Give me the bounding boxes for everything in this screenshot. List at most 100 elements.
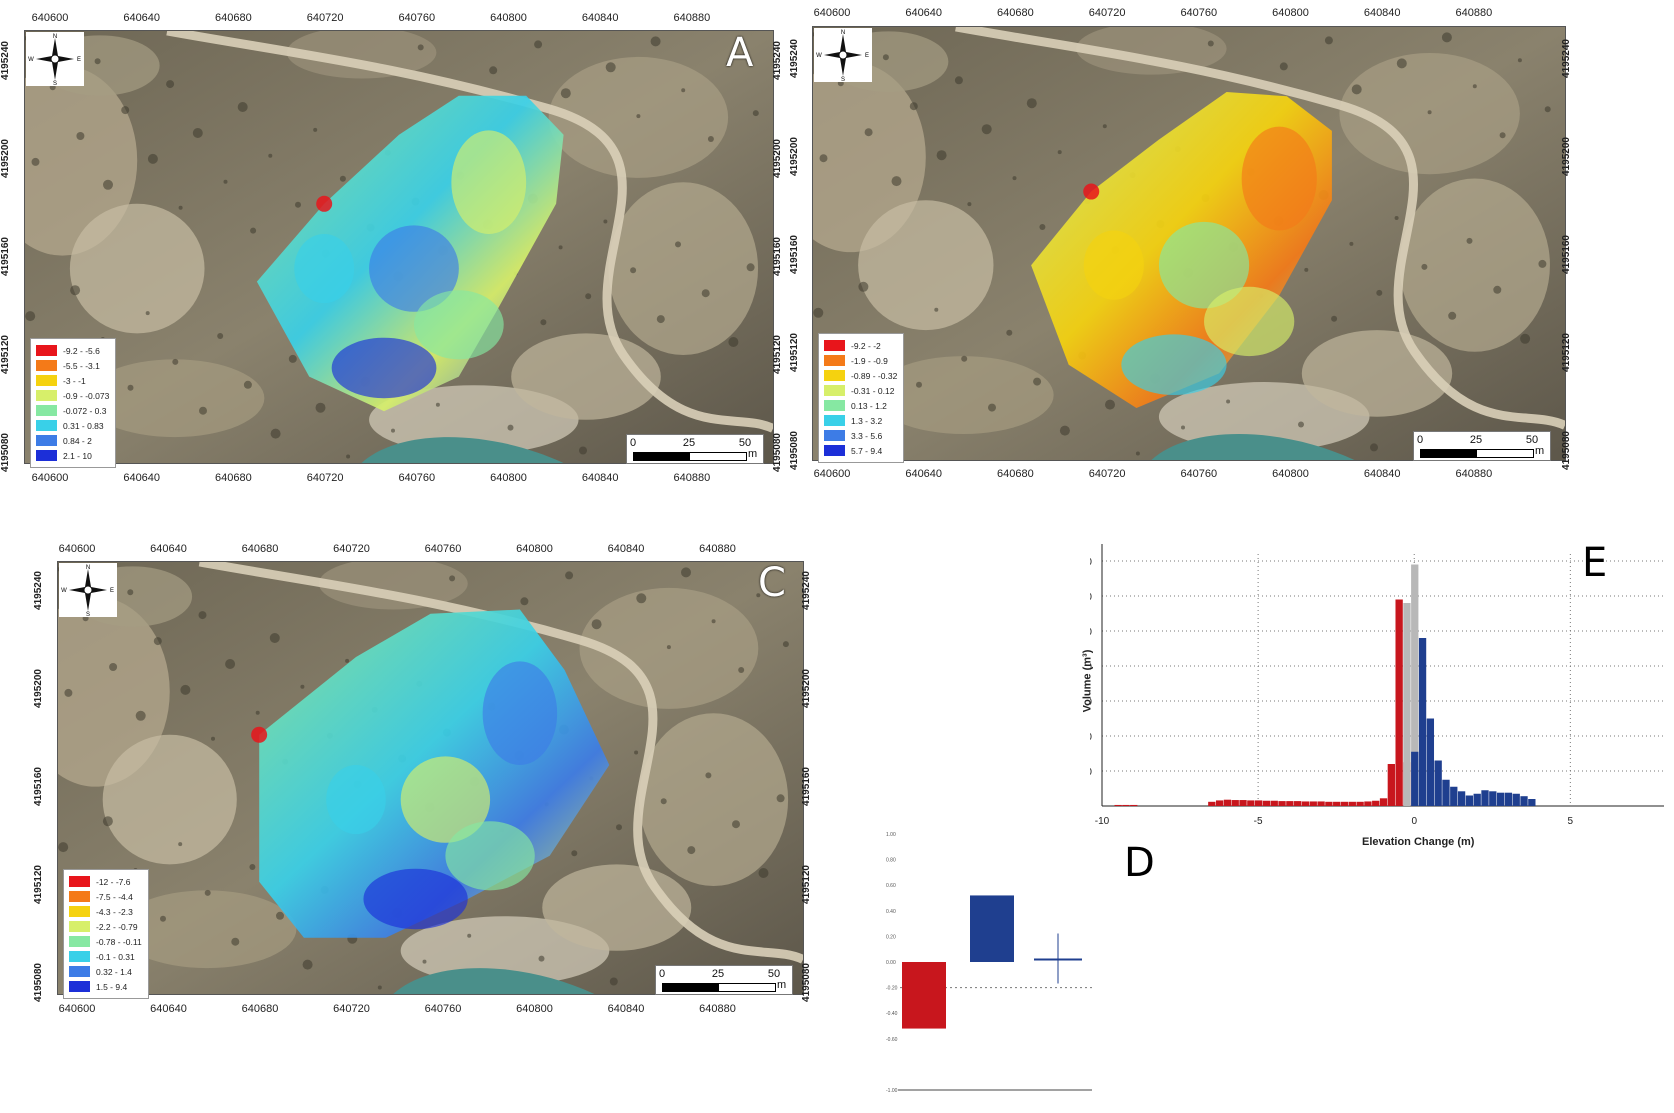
top-easting-tick: 640640 <box>150 543 187 555</box>
right-northing-tick: 4195080 <box>771 433 783 472</box>
vegetation-speck <box>243 380 252 389</box>
scale-bar: 0 25 50 m <box>1413 431 1551 461</box>
left-northing-tick: 4195080 <box>32 963 44 1002</box>
legend-swatch <box>36 405 57 416</box>
histogram-bar <box>1372 800 1380 806</box>
vegetation-speck <box>76 132 85 140</box>
scale-bar-black <box>1420 449 1478 458</box>
vegetation-speck <box>1006 329 1013 336</box>
legend-item: 0.32 - 1.4 <box>69 964 142 979</box>
vegetation-speck <box>211 736 215 741</box>
histogram-bar <box>1442 779 1450 806</box>
scale-number: 25 <box>682 437 696 449</box>
vegetation-speck <box>345 658 350 663</box>
dirt-road <box>198 562 803 964</box>
histogram-bar <box>1465 795 1474 806</box>
scale-unit: m <box>777 979 787 991</box>
top-easting-tick: 640760 <box>424 543 462 555</box>
legend-item: -9.2 - -5.6 <box>36 343 109 358</box>
vegetation-speck <box>538 955 545 962</box>
histogram-bar <box>1208 801 1216 806</box>
vegetation-speck <box>178 842 183 847</box>
vegetation-speck <box>127 589 134 596</box>
elevation-change-legend: -9.2 - -2 -1.9 - -0.9 -0.89 - -0.32 -0.31 -… <box>818 333 905 463</box>
terrain-patch <box>286 31 437 79</box>
svg-text:E: E <box>77 57 81 63</box>
vegetation-speck <box>585 293 592 300</box>
top-easting-tick: 640640 <box>123 12 161 24</box>
elevation-patch <box>451 130 527 235</box>
legend-label: 5.7 - 9.4 <box>851 445 883 456</box>
vegetation-speck <box>1105 399 1115 410</box>
vegetation-speck <box>313 127 318 132</box>
vegetation-speck <box>1181 425 1185 430</box>
left-northing-tick: 4195120 <box>788 333 800 372</box>
bottom-easting-tick: 640880 <box>699 1003 736 1015</box>
svg-text:E: E <box>865 53 869 59</box>
vegetation-speck <box>1012 176 1017 181</box>
top-easting-tick: 640760 <box>398 12 436 24</box>
y-tick-label: 600 <box>1090 592 1092 603</box>
top-easting-tick: 640720 <box>306 12 344 24</box>
terrain-patch <box>639 713 789 886</box>
vegetation-speck <box>954 76 963 85</box>
histogram-bar <box>1457 791 1466 806</box>
y-tick-label: 700 <box>1090 557 1092 568</box>
bottom-easting-tick: 640680 <box>215 472 252 484</box>
top-easting-tick: 640720 <box>333 543 370 555</box>
vegetation-speck <box>756 593 761 598</box>
vegetation-speck <box>94 58 101 65</box>
top-easting-tick: 640880 <box>1455 7 1493 19</box>
vegetation-speck <box>681 88 686 93</box>
left-northing-tick: 4195160 <box>788 235 800 274</box>
legend-swatch <box>69 891 90 902</box>
vegetation-speck <box>1057 150 1062 155</box>
histogram-bar <box>1411 751 1419 806</box>
compass-rose-icon: N S E W <box>816 30 869 83</box>
vegetation-speck <box>507 424 514 431</box>
legend-item: -9.2 - -2 <box>824 338 897 353</box>
legend-swatch <box>69 921 90 932</box>
legend-label: 0.13 - 1.2 <box>851 400 887 411</box>
right-northing-tick: 4195240 <box>771 41 783 80</box>
elevation-patch <box>1158 221 1250 309</box>
y-tick-label: 1.00 <box>886 832 896 838</box>
elevation-patch <box>326 765 386 835</box>
legend-swatch <box>36 450 57 461</box>
vegetation-speck <box>650 36 661 47</box>
elevation-patch <box>369 225 459 312</box>
vegetation-speck <box>711 619 716 624</box>
left-northing-tick: 4195080 <box>0 433 11 472</box>
vegetation-speck <box>558 245 563 250</box>
vegetation-speck <box>250 227 257 234</box>
vegetation-speck <box>166 80 175 89</box>
vegetation-speck <box>147 153 158 164</box>
histogram-bar <box>1223 799 1232 806</box>
bottom-easting-tick: 640600 <box>31 472 69 484</box>
svg-text:W: W <box>816 53 822 59</box>
vegetation-speck <box>270 428 281 439</box>
vegetation-speck <box>225 659 236 669</box>
vegetation-speck <box>1394 216 1399 220</box>
legend-swatch <box>69 951 90 962</box>
vegetation-speck <box>276 911 284 920</box>
right-northing-tick: 4195160 <box>771 237 783 276</box>
vegetation-speck <box>435 402 440 407</box>
vegetation-speck <box>656 315 665 324</box>
elevation-patch <box>1083 230 1144 300</box>
reservoir-water <box>361 437 564 463</box>
average-depth-bar <box>902 962 946 1029</box>
x-tick-label: -10 <box>1095 816 1110 827</box>
bottom-easting-tick: 640760 <box>398 472 436 484</box>
top-easting-tick: 640800 <box>516 543 553 555</box>
scale-number: 0 <box>1416 434 1424 446</box>
scale-number: 50 <box>767 968 781 980</box>
reservoir-water <box>1151 434 1355 460</box>
y-tick-label: 100 <box>1090 767 1092 778</box>
vegetation-speck <box>916 381 922 388</box>
y-tick-label: 0.60 <box>886 883 896 889</box>
vegetation-speck <box>64 688 73 697</box>
histogram-bar <box>1496 792 1505 806</box>
legend-item: 2.1 - 10 <box>36 448 109 463</box>
vegetation-speck <box>302 959 313 970</box>
